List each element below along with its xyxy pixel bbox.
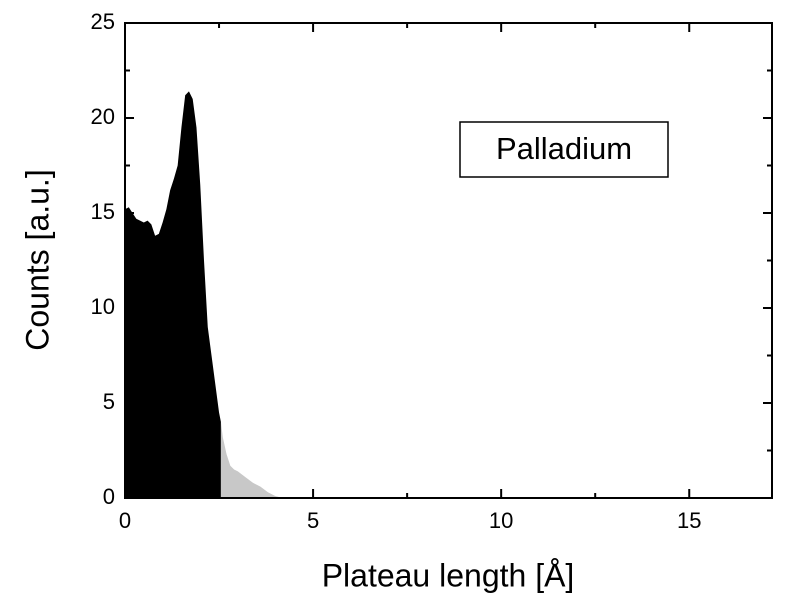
y-axis-label: Counts [a.u.]	[19, 169, 55, 350]
y-tick-label: 5	[103, 389, 115, 414]
annotation: Palladium	[496, 131, 632, 166]
x-tick-label: 10	[489, 508, 513, 533]
y-tick-label: 15	[91, 199, 115, 224]
y-tick-label: 20	[91, 104, 115, 129]
area	[125, 91, 221, 499]
y-tick-label: 25	[91, 9, 115, 34]
area	[220, 422, 283, 498]
x-tick-label: 5	[307, 508, 319, 533]
annotation-box	[459, 121, 669, 178]
x-tick-label: 15	[677, 508, 701, 533]
x-tick-label: 0	[119, 508, 131, 533]
plot-frame	[124, 22, 773, 499]
x-axis-label: Plateau length [Å]	[322, 557, 575, 593]
y-tick-label: 10	[91, 294, 115, 319]
y-tick-label: 0	[103, 484, 115, 509]
